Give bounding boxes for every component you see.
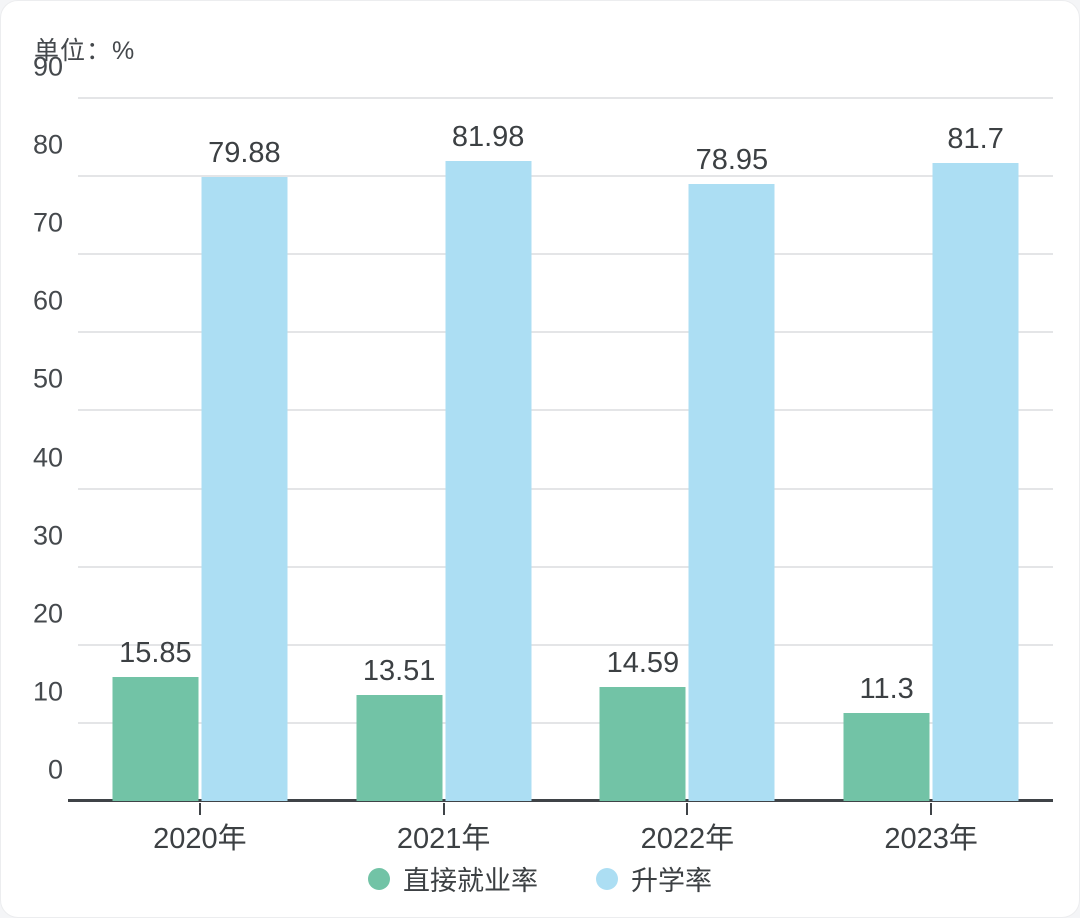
y-tick-label-90: 90 [32, 51, 63, 82]
legend-dot-icon [368, 867, 390, 890]
x-tick-mark-2021年 [442, 803, 445, 815]
bar-group-2022年: 14.59 78.95 [599, 144, 775, 801]
legend: 直接就业率 升学率 [1, 859, 1079, 898]
x-tick-label-2020年: 2020年 [153, 823, 247, 855]
x-tick-label-2022年: 2022年 [640, 823, 735, 855]
bar-直接就业率-2022年 [599, 687, 686, 801]
gridline-30 [78, 565, 1053, 568]
bar-column: 14.59 [599, 647, 686, 801]
gridline-50 [78, 409, 1053, 412]
bar-直接就业率-2023年 [843, 712, 930, 801]
x-axis-line [68, 799, 1053, 802]
y-tick-label-0: 0 [47, 754, 63, 785]
bar-value-label: 14.59 [606, 647, 680, 680]
gridline-10 [78, 721, 1053, 724]
bar-value-label: 11.3 [859, 672, 914, 705]
bar-value-label: 13.51 [362, 655, 436, 688]
bar-group-2021年: 13.51 81.98 [356, 120, 532, 801]
bar-value-label: 81.7 [947, 122, 1004, 155]
legend-dot-icon [596, 867, 618, 890]
y-tick-label-10: 10 [32, 676, 63, 707]
unit-label: 单位：% [34, 37, 136, 65]
bar-value-label: 79.88 [208, 137, 281, 170]
gridline-90 [78, 97, 1053, 99]
legend-label: 升学率 [631, 866, 712, 896]
x-tick-mark-2020年 [198, 803, 201, 815]
x-tick-label-2021年: 2021年 [396, 823, 491, 855]
bar-升学率-2022年 [688, 184, 775, 801]
x-tick-mark-2022年 [686, 803, 689, 815]
gridline-40 [78, 487, 1053, 490]
bar-直接就业率-2021年 [356, 695, 443, 801]
legend-item-升学率: 升学率 [596, 859, 712, 898]
gridline-20 [78, 643, 1053, 646]
x-tick-label-2023年: 2023年 [884, 823, 978, 855]
bar-column: 13.51 [356, 655, 443, 801]
bar-column: 81.98 [445, 120, 532, 801]
bar-value-label: 81.98 [451, 120, 525, 153]
y-tick-label-70: 70 [32, 207, 63, 238]
legend-item-直接就业率: 直接就业率 [368, 859, 538, 898]
gridline-70 [78, 253, 1053, 256]
bar-升学率-2021年 [445, 160, 532, 801]
y-tick-label-20: 20 [32, 598, 63, 629]
bar-value-label: 78.95 [695, 144, 769, 177]
bar-升学率-2020年 [201, 177, 288, 801]
x-tick-mark-2023年 [930, 803, 933, 815]
bar-group-2020年: 15.85 79.88 [112, 137, 288, 801]
y-tick-label-40: 40 [32, 442, 63, 473]
legend-label: 直接就业率 [403, 866, 538, 896]
y-tick-label-60: 60 [32, 285, 63, 316]
bar-升学率-2023年 [932, 162, 1019, 801]
bar-group-2023年: 11.3 81.7 [843, 122, 1019, 801]
y-tick-label-30: 30 [32, 520, 63, 551]
bar-column: 15.85 [112, 637, 199, 801]
bar-value-label: 15.85 [119, 637, 192, 670]
gridline-60 [78, 331, 1053, 334]
y-tick-label-80: 80 [32, 129, 63, 160]
bar-column: 81.7 [932, 122, 1019, 801]
bar-直接就业率-2020年 [112, 677, 199, 801]
plot-area: 0 10 20 30 40 50 60 70 80 90 15.85 79.88 2020年 13.51 8… [33, 52, 1053, 855]
bar-column: 78.95 [688, 144, 775, 801]
bar-column: 11.3 [843, 672, 930, 801]
bar-column: 79.88 [201, 137, 288, 801]
gridline-80 [78, 175, 1053, 178]
y-tick-label-50: 50 [32, 363, 63, 394]
